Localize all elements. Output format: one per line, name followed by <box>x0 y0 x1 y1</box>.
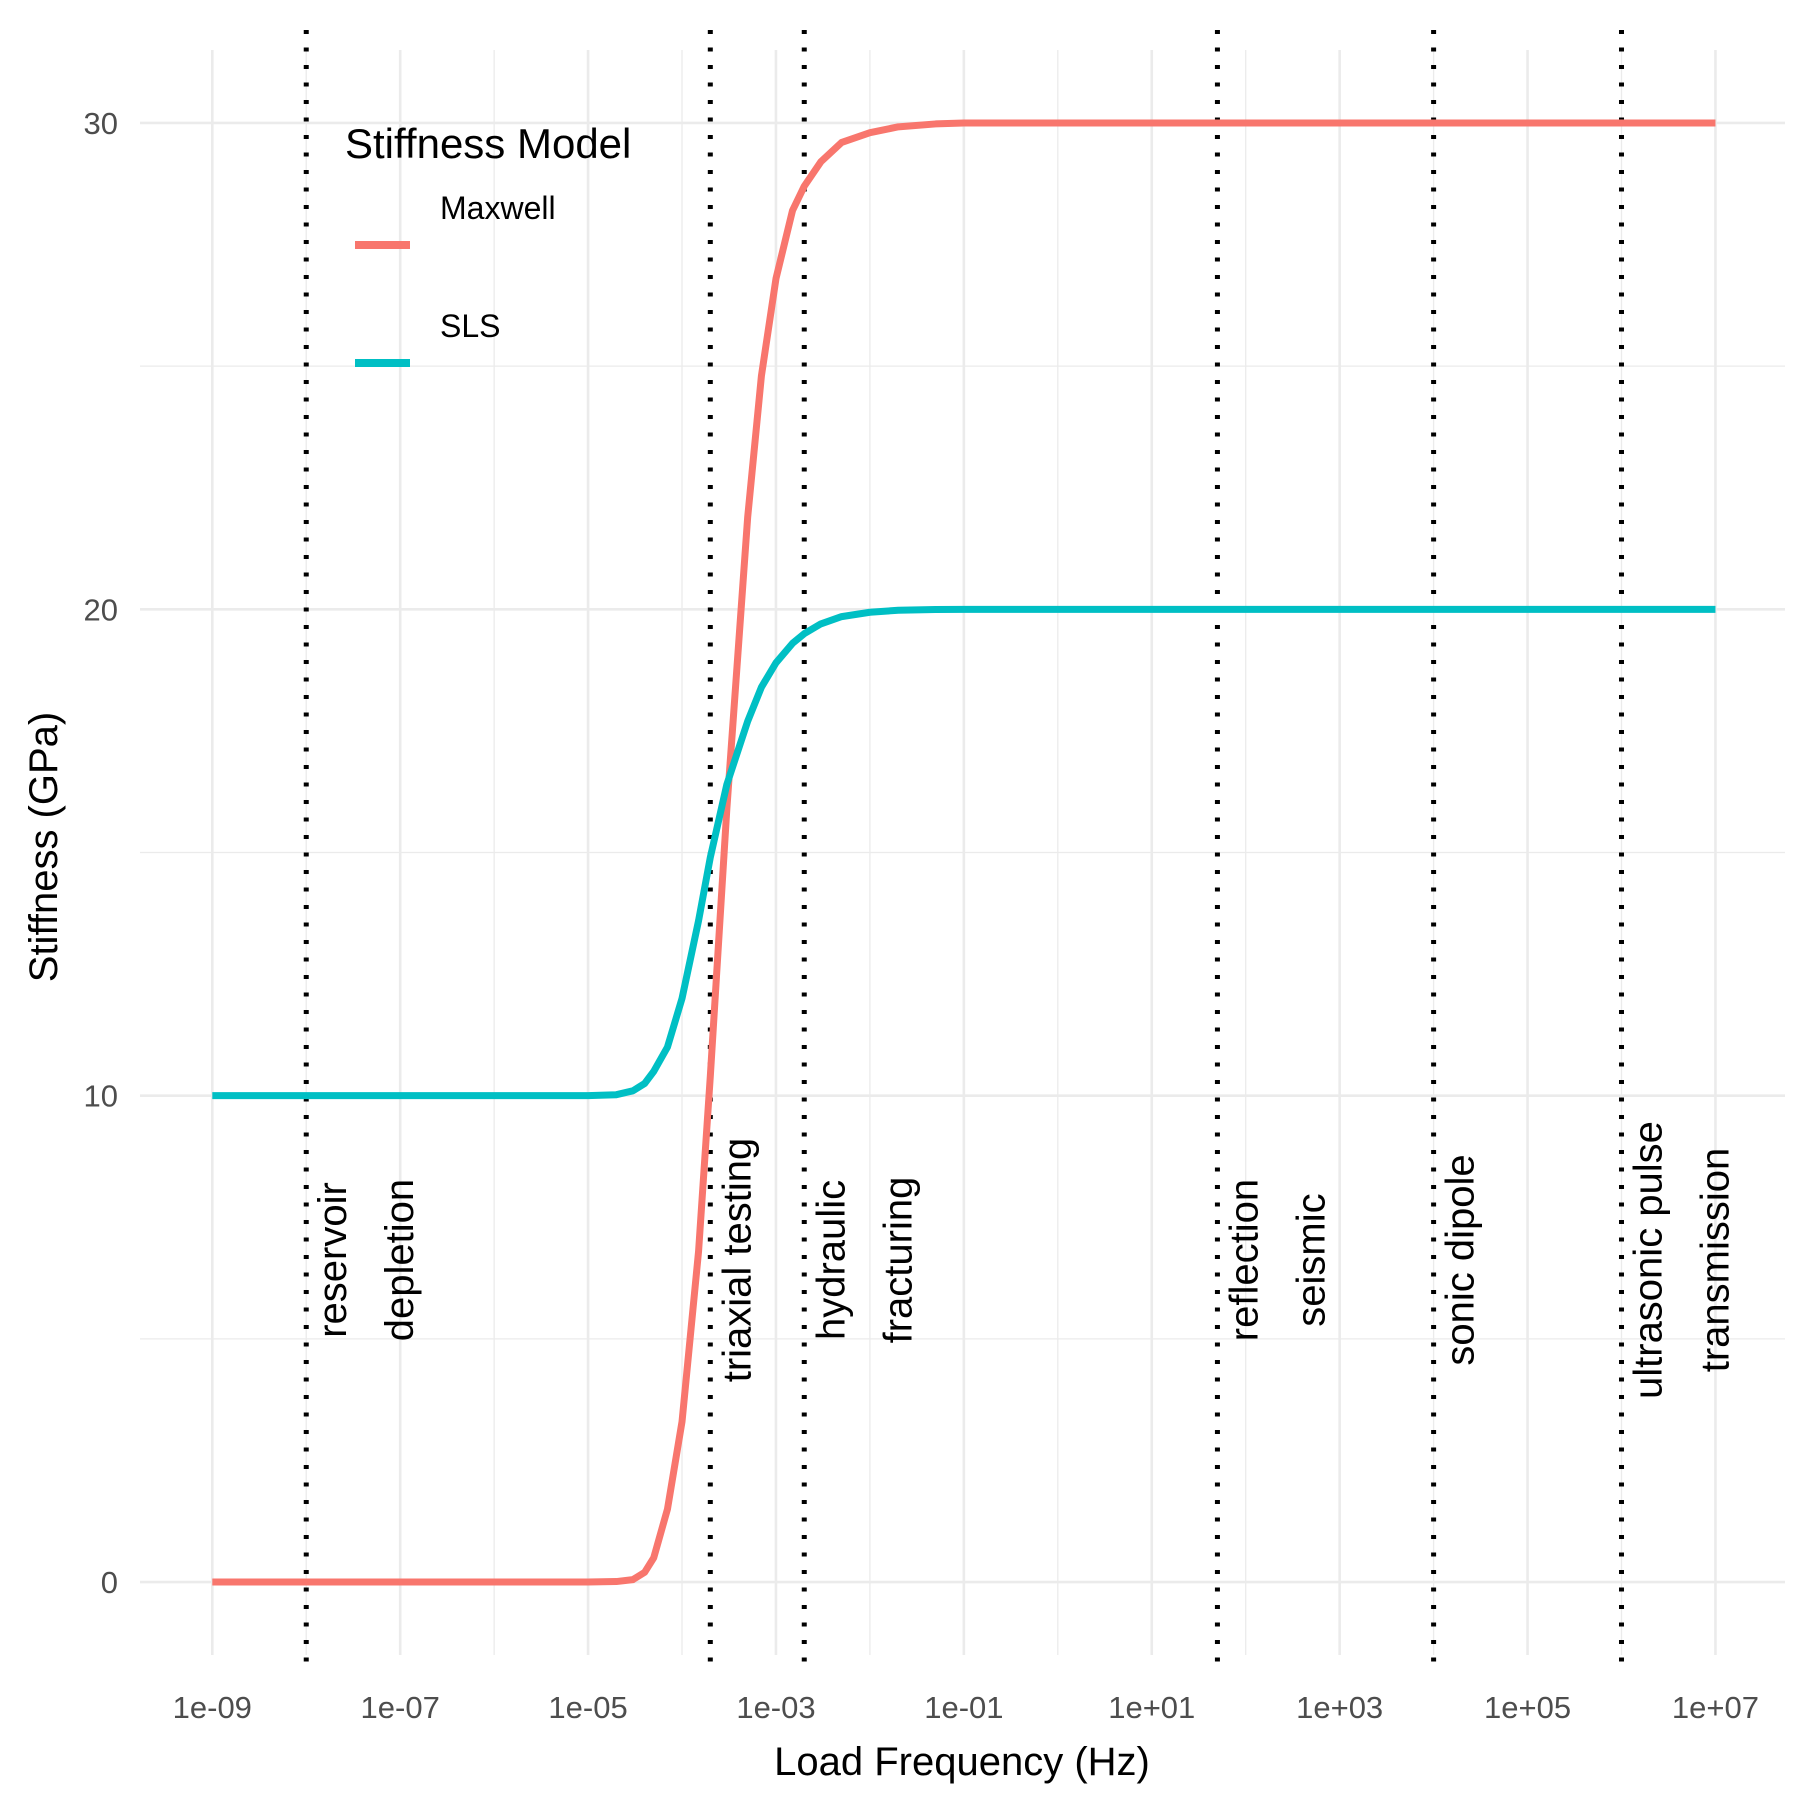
band-label: reflection <box>1222 1179 1266 1341</box>
legend-label-sls: SLS <box>440 308 500 344</box>
x-axis-ticks: 1e-09 1e-07 1e-05 1e-03 1e-01 1e+01 1e+03 1e+05… <box>173 1690 1759 1725</box>
band-label: sonic dipole <box>1439 1154 1483 1365</box>
x-tick-label: 1e-07 <box>361 1690 440 1725</box>
grid <box>140 50 1785 1655</box>
band-label: seismic <box>1289 1193 1333 1326</box>
y-tick-label: 10 <box>84 1079 118 1114</box>
x-tick-label: 1e+07 <box>1672 1690 1759 1725</box>
band-label: fracturing <box>876 1177 920 1344</box>
x-axis-title: Load Frequency (Hz) <box>774 1740 1150 1784</box>
band-label: depletion <box>378 1179 422 1341</box>
series-line-sls <box>212 605 1716 1100</box>
x-tick-label: 1e-03 <box>736 1690 815 1725</box>
x-tick-label: 1e-09 <box>173 1690 252 1725</box>
x-tick-label: 1e-01 <box>924 1690 1003 1725</box>
y-tick-label: 30 <box>84 106 118 141</box>
band-label: hydraulic <box>809 1180 853 1340</box>
x-tick-label: 1e-05 <box>548 1690 627 1725</box>
series-lines <box>212 119 1716 1586</box>
y-axis-ticks: 0 10 20 30 <box>84 106 118 1600</box>
x-tick-label: 1e+03 <box>1296 1690 1383 1725</box>
legend: Stiffness Model Maxwell SLS <box>345 120 631 367</box>
frequency-band-labels: reservoir depletion triaxial testing hydrau… <box>311 1121 1737 1399</box>
band-label: ultrasonic pulse <box>1627 1121 1671 1399</box>
y-axis-title: Stiffness (GPa) <box>22 712 66 982</box>
band-label: transmission <box>1694 1148 1738 1373</box>
legend-title: Stiffness Model <box>345 120 631 167</box>
x-tick-label: 1e+01 <box>1108 1690 1195 1725</box>
x-tick-label: 1e+05 <box>1484 1690 1571 1725</box>
y-tick-label: 0 <box>101 1565 118 1600</box>
band-label: reservoir <box>311 1182 355 1338</box>
series-line-maxwell <box>212 119 1716 1586</box>
band-label: triaxial testing <box>715 1138 759 1383</box>
legend-label-maxwell: Maxwell <box>440 190 556 226</box>
y-tick-label: 20 <box>84 592 118 627</box>
